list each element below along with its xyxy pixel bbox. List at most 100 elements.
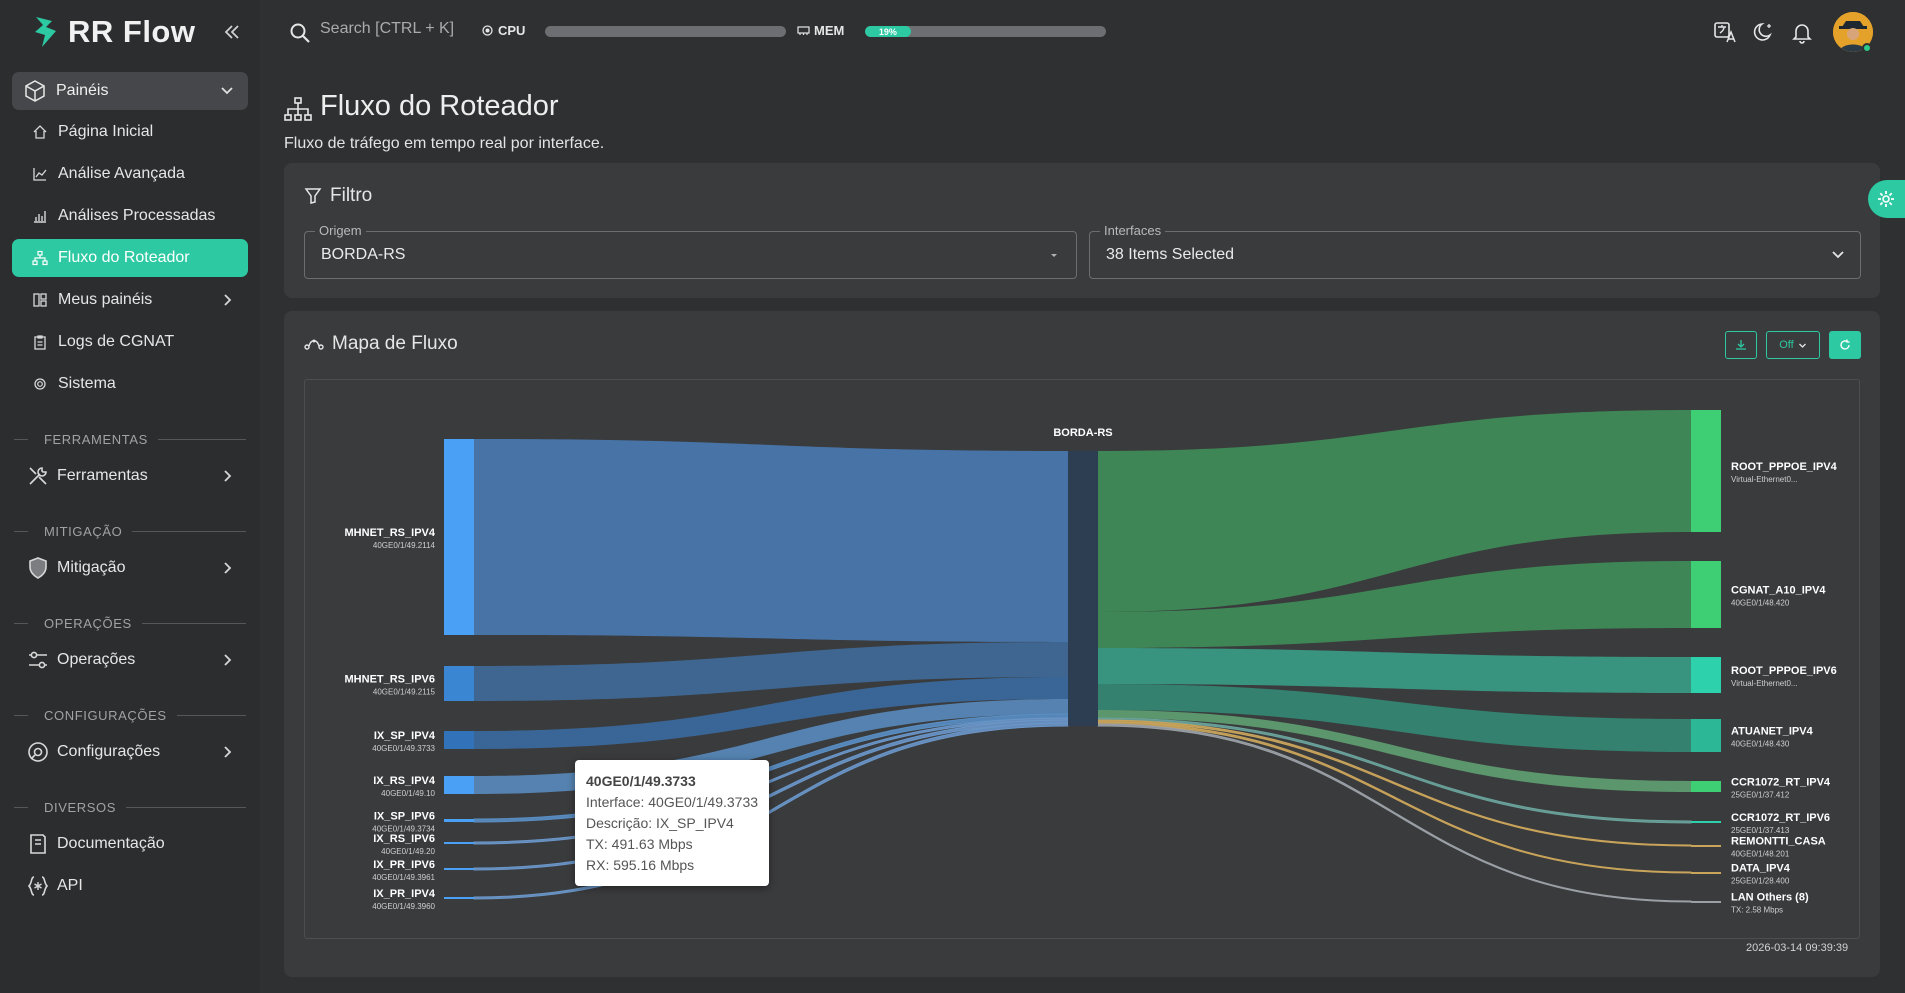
sidebar-item-logs-cgnat[interactable]: Logs de CGNAT xyxy=(12,323,248,361)
interfaces-legend: Interfaces xyxy=(1100,223,1166,238)
interfaces-select[interactable]: Interfaces 38 Items Selected xyxy=(1089,223,1861,279)
sidebar-item-analises-processadas[interactable]: Análises Processadas xyxy=(12,197,248,235)
source-node-ix-sp-ipv6 xyxy=(444,819,474,822)
sidebar-item-label: Análises Processadas xyxy=(58,207,216,224)
sidebar-group-paineis[interactable]: Painéis xyxy=(12,72,248,110)
sidebar-item-label: Página Inicial xyxy=(58,123,154,140)
center-node xyxy=(1068,451,1098,726)
network-icon xyxy=(32,250,48,266)
sidebar-item-configuracoes[interactable]: Configurações xyxy=(12,733,248,771)
chevron-right-icon xyxy=(224,562,232,574)
source-label: IX_SP_IPV4 xyxy=(374,730,436,742)
target-label: DATA_IPV4 xyxy=(1731,863,1791,875)
auto-refresh-toggle[interactable]: Off xyxy=(1766,331,1820,359)
api-braces-icon xyxy=(26,874,50,898)
source-node-mhnet-rs-ipv4 xyxy=(444,439,474,635)
target-sublabel: 40GE0/1/48.201 xyxy=(1731,850,1790,859)
memory-icon xyxy=(797,26,810,35)
search-input[interactable] xyxy=(320,20,470,38)
cpu-meter-label: CPU xyxy=(481,23,525,38)
sidebar-item-analise-avancada[interactable]: Análise Avançada xyxy=(12,155,248,193)
origem-value: BORDA-RS xyxy=(321,246,406,263)
shield-icon xyxy=(26,556,50,580)
target-label: CCR1072_RT_IPV6 xyxy=(1731,812,1830,824)
refresh-icon xyxy=(1840,339,1850,350)
target-node-root-pppoe-ipv4 xyxy=(1691,410,1721,532)
cpu-meter-bar xyxy=(545,26,786,37)
bell-icon[interactable] xyxy=(1790,20,1814,44)
sidebar-item-label: Meus painéis xyxy=(58,291,153,308)
sidebar-item-label: Logs de CGNAT xyxy=(58,333,175,350)
brand[interactable]: RR Flow xyxy=(30,14,196,50)
sidebar-item-ferramentas[interactable]: Ferramentas xyxy=(12,457,248,495)
chevron-down-icon xyxy=(1832,251,1844,259)
target-label: CGNAT_A10_IPV4 xyxy=(1731,585,1826,597)
sidebar-item-meus-paineis[interactable]: Meus painéis xyxy=(12,281,248,319)
target-sublabel: Virtual-Ethernet0... xyxy=(1731,679,1798,688)
collapse-sidebar-icon[interactable] xyxy=(222,22,242,42)
filter-title: Filtro xyxy=(304,185,372,207)
flow-link-root-pppoe-ipv4 xyxy=(1098,410,1691,612)
center-label: BORDA-RS xyxy=(1053,427,1112,439)
interfaces-value: 38 Items Selected xyxy=(1106,246,1235,263)
target-label: CCR1072_RT_IPV4 xyxy=(1731,777,1831,789)
sankey-diagram: MHNET_RS_IPV4 40GE0/1/49.2114 MHNET_RS_IPV… xyxy=(345,410,1838,915)
sidebar-item-label: Mitigação xyxy=(57,559,126,576)
translate-icon[interactable] xyxy=(1713,20,1737,44)
sidebar-group-label: Painéis xyxy=(56,82,109,99)
book-icon xyxy=(26,832,50,856)
sidebar-item-sistema[interactable]: Sistema xyxy=(12,365,248,403)
download-button[interactable] xyxy=(1725,331,1757,359)
sidebar-item-label: Operações xyxy=(57,651,136,668)
sidebar-item-operacoes[interactable]: Operações xyxy=(12,641,248,679)
target-label: ROOT_PPPOE_IPV4 xyxy=(1731,461,1838,473)
section-operacoes: OPERAÇÕES xyxy=(14,616,246,631)
sidebar-item-label: Documentação xyxy=(57,835,165,852)
page-title: Fluxo do Roteador xyxy=(320,90,559,122)
source-sublabel: 40GE0/1/49.3961 xyxy=(372,873,435,882)
caret-down-icon xyxy=(1051,254,1057,257)
target-sublabel: 40GE0/1/48.420 xyxy=(1731,599,1790,608)
source-sublabel: 40GE0/1/49.2115 xyxy=(373,688,436,697)
page-subtitle: Fluxo de tráfego em tempo real por inter… xyxy=(284,135,605,152)
origem-legend: Origem xyxy=(315,223,366,238)
section-mitigacao: MITIGAÇÃO xyxy=(14,524,246,539)
chevron-right-icon xyxy=(224,654,232,666)
sidebar-item-pagina-inicial[interactable]: Página Inicial xyxy=(12,113,248,151)
refresh-button[interactable] xyxy=(1829,331,1861,359)
moon-stars-icon[interactable] xyxy=(1752,20,1776,44)
sidebar-item-api[interactable]: API xyxy=(12,867,248,905)
sidebar-item-fluxo-do-roteador[interactable]: Fluxo do Roteador xyxy=(12,239,248,277)
target-sublabel: TX: 2.58 Mbps xyxy=(1731,906,1783,915)
target-label: ATUANET_IPV4 xyxy=(1731,726,1814,738)
chevron-down-icon xyxy=(221,87,233,95)
target-sublabel: 25GE0/1/37.412 xyxy=(1731,791,1790,800)
source-label: IX_PR_IPV4 xyxy=(373,888,436,900)
flow-tooltip: 40GE0/1/49.3733 Interface: 40GE0/1/49.37… xyxy=(575,760,769,886)
flow-link-mhnet-rs-ipv4 xyxy=(474,439,1068,642)
flow-title: Mapa de Fluxo xyxy=(304,333,458,355)
app-name: RR Flow xyxy=(68,14,196,49)
theme-customizer-button[interactable] xyxy=(1868,180,1905,218)
sidebar-item-mitigacao[interactable]: Mitigação xyxy=(12,549,248,587)
source-sublabel: 40GE0/1/49.3960 xyxy=(372,902,435,911)
sidebar-item-label: API xyxy=(57,877,83,894)
target-node-remontti-casa xyxy=(1691,845,1721,847)
source-label: IX_RS_IPV6 xyxy=(373,833,435,845)
target-node-ccr1072-rt-ipv6 xyxy=(1691,821,1721,823)
origem-select[interactable]: Origem BORDA-RS xyxy=(304,223,1077,279)
sidebar-item-label: Fluxo do Roteador xyxy=(58,249,190,266)
download-icon xyxy=(1736,340,1746,350)
gear-icon xyxy=(1878,191,1894,207)
target-sublabel: 25GE0/1/28.400 xyxy=(1731,877,1790,886)
chevron-right-icon xyxy=(224,746,232,758)
sidebar-item-label: Configurações xyxy=(57,743,161,760)
tooltip-interface: Interface: 40GE0/1/49.3733 xyxy=(586,794,759,810)
sidebar-item-documentacao[interactable]: Documentação xyxy=(12,825,248,863)
target-sublabel: 40GE0/1/48.430 xyxy=(1731,740,1790,749)
online-status-dot xyxy=(1862,43,1872,53)
tooltip-rx: RX: 595.16 Mbps xyxy=(586,857,695,873)
flow-timestamp: 2026-03-14 09:39:39 xyxy=(1746,942,1849,954)
search-icon[interactable] xyxy=(289,22,311,44)
clipboard-icon xyxy=(32,334,48,350)
